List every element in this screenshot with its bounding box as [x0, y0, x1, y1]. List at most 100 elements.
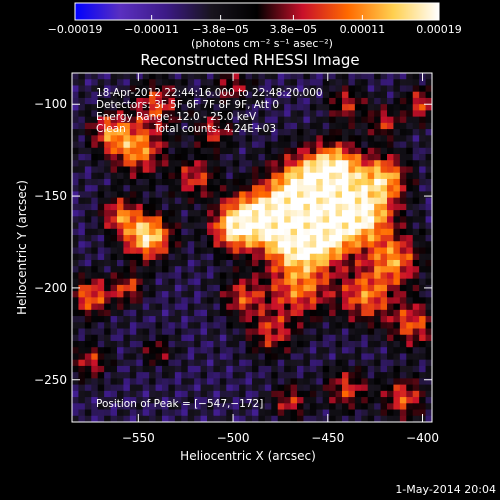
heatmap-cell	[155, 141, 163, 149]
heatmap-cell	[226, 222, 234, 230]
heatmap-cell	[239, 397, 247, 404]
heatmap-cell	[316, 154, 324, 161]
heatmap-cell	[174, 259, 182, 267]
heatmap-cell	[387, 241, 395, 249]
heatmap-cell	[226, 241, 234, 249]
heatmap-cell	[84, 328, 92, 336]
heatmap-cell	[374, 247, 382, 255]
heatmap-cell	[406, 228, 414, 236]
heatmap-cell	[335, 353, 343, 361]
heatmap-cell	[207, 334, 215, 342]
heatmap-cell	[277, 135, 285, 143]
heatmap-cell	[290, 85, 298, 93]
heatmap-cell	[367, 384, 375, 392]
heatmap-cell	[162, 116, 170, 124]
heatmap-cell	[387, 135, 395, 143]
heatmap-cell	[187, 259, 195, 267]
heatmap-cell	[200, 253, 208, 261]
heatmap-cell	[129, 334, 137, 342]
heatmap-cell	[419, 365, 427, 373]
heatmap-cell	[425, 272, 432, 280]
heatmap-cell	[303, 178, 311, 186]
heatmap-cell	[239, 116, 247, 124]
heatmap-cell	[297, 266, 305, 274]
heatmap-cell	[155, 210, 163, 217]
heatmap-cell	[142, 409, 150, 417]
heatmap-cell	[412, 85, 420, 93]
heatmap-cell	[335, 241, 343, 249]
heatmap-cell	[84, 141, 92, 149]
heatmap-cell	[168, 235, 176, 242]
heatmap-cell	[162, 328, 170, 336]
heatmap-cell	[290, 79, 298, 87]
x-axis-label: Heliocentric X (arcsec)	[180, 449, 316, 463]
heatmap-cell	[284, 154, 292, 161]
colorbar	[74, 2, 440, 21]
heatmap-cell	[78, 247, 86, 255]
heatmap-cell	[162, 247, 170, 255]
heatmap-cell	[136, 85, 144, 93]
heatmap-cell	[104, 384, 112, 392]
heatmap-cell	[200, 178, 208, 186]
heatmap-cell	[329, 390, 337, 398]
heatmap-cell	[72, 110, 80, 118]
heatmap-cell	[213, 359, 221, 367]
heatmap-cell	[162, 222, 170, 230]
heatmap-cell	[348, 141, 356, 149]
heatmap-cell	[387, 110, 395, 118]
heatmap-cell	[110, 216, 118, 224]
heatmap-cell	[149, 85, 157, 93]
heatmap-cell	[72, 365, 80, 373]
heatmap-cell	[393, 141, 401, 149]
heatmap-cell	[290, 104, 298, 111]
heatmap-cell	[335, 347, 343, 355]
heatmap-cell	[155, 104, 163, 111]
heatmap-cell	[271, 154, 279, 161]
heatmap-cell	[284, 303, 292, 311]
heatmap-cell	[110, 172, 118, 180]
heatmap-cell	[374, 97, 382, 105]
heatmap-cell	[194, 235, 202, 242]
heatmap-cell	[335, 160, 343, 168]
heatmap-cell	[252, 203, 260, 211]
heatmap-cell	[181, 291, 189, 298]
heatmap-cell	[91, 235, 99, 242]
heatmap-cell	[264, 365, 272, 373]
heatmap-cell	[277, 384, 285, 392]
heatmap-cell	[142, 104, 150, 111]
heatmap-cell	[213, 210, 221, 217]
heatmap-cell	[181, 97, 189, 105]
heatmap-cell	[72, 222, 80, 230]
heatmap-cell	[187, 116, 195, 124]
heatmap-cell	[162, 91, 170, 99]
heatmap-cell	[213, 291, 221, 298]
heatmap-cell	[374, 235, 382, 242]
heatmap-cell	[97, 178, 105, 186]
heatmap-cell	[72, 303, 80, 311]
heatmap-cell	[374, 241, 382, 249]
heatmap-cell	[412, 340, 420, 348]
heatmap-cell	[97, 259, 105, 267]
heatmap-cell	[117, 247, 125, 255]
heatmap-cell	[110, 378, 118, 386]
heatmap-cell	[155, 322, 163, 330]
heatmap-cell	[78, 259, 86, 267]
heatmap-cell	[213, 197, 221, 205]
heatmap-cell	[104, 247, 112, 255]
heatmap-cell	[335, 334, 343, 342]
heatmap-cell	[322, 409, 330, 417]
heatmap-cell	[142, 222, 150, 230]
heatmap-cell	[412, 359, 420, 367]
heatmap-cell	[72, 178, 80, 186]
heatmap-cell	[419, 384, 427, 392]
heatmap-cell	[123, 384, 131, 392]
heatmap-cell	[219, 291, 227, 298]
heatmap-cell	[354, 291, 362, 298]
heatmap-cell	[226, 328, 234, 336]
heatmap-cell	[399, 129, 407, 136]
heatmap-cell	[245, 73, 253, 80]
heatmap-cell	[316, 197, 324, 205]
heatmap-cell	[412, 97, 420, 105]
heatmap-cell	[425, 378, 432, 386]
heatmap-cell	[213, 266, 221, 274]
